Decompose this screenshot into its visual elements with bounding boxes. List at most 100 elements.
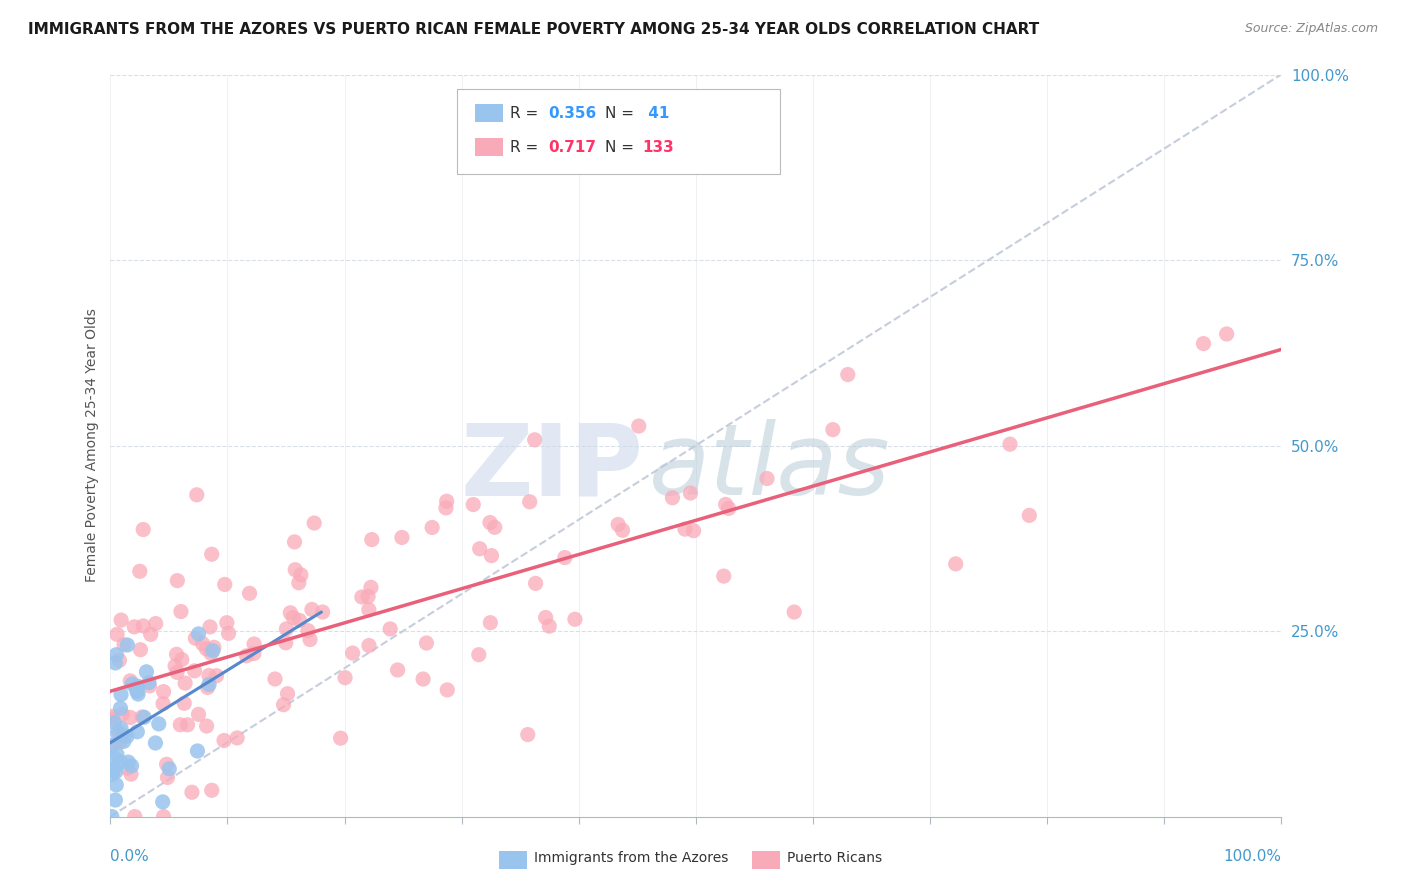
Point: [110, 722, 132, 736]
Point: [121, 759, 143, 773]
Point: [155, 757, 177, 772]
Point: [166, 648, 188, 662]
Point: [479, 516, 502, 530]
Point: [243, 647, 266, 661]
Point: [145, 616, 167, 631]
Point: [101, 712, 124, 726]
Point: [661, 491, 683, 505]
Point: [108, 653, 131, 667]
Point: [127, 687, 149, 701]
Point: [117, 761, 139, 775]
Point: [157, 762, 180, 776]
Point: [612, 524, 634, 538]
Point: [837, 368, 859, 382]
Point: [434, 500, 457, 515]
Point: [468, 648, 491, 662]
Point: [201, 644, 224, 658]
Point: [152, 809, 174, 823]
Point: [276, 687, 298, 701]
Point: [127, 724, 149, 739]
Point: [166, 574, 188, 588]
Point: [105, 648, 128, 662]
Point: [205, 669, 228, 683]
Point: [132, 523, 155, 537]
Point: [148, 717, 170, 731]
Point: [412, 672, 434, 686]
Point: [110, 688, 132, 702]
Point: [538, 619, 561, 633]
Point: [627, 419, 650, 434]
Point: [284, 563, 307, 577]
Point: [184, 631, 207, 645]
Point: [290, 567, 312, 582]
Point: [201, 783, 224, 797]
Text: atlas: atlas: [650, 419, 890, 516]
Point: [198, 668, 221, 682]
Point: [197, 681, 219, 695]
Point: [679, 486, 702, 500]
Point: [112, 729, 135, 743]
Point: [329, 731, 352, 746]
Point: [214, 577, 236, 591]
Text: 0.0%: 0.0%: [111, 849, 149, 864]
Point: [357, 603, 380, 617]
Point: [226, 731, 249, 745]
Point: [134, 710, 156, 724]
Point: [115, 730, 138, 744]
Point: [357, 639, 380, 653]
Point: [1215, 326, 1237, 341]
Point: [152, 697, 174, 711]
Point: [186, 744, 208, 758]
Point: [117, 755, 139, 769]
Point: [278, 606, 301, 620]
Point: [202, 640, 225, 655]
Point: [128, 564, 150, 578]
Point: [139, 627, 162, 641]
Point: [436, 494, 458, 508]
Point: [105, 627, 128, 641]
Text: N =: N =: [605, 106, 638, 120]
Point: [152, 795, 174, 809]
Point: [176, 718, 198, 732]
Point: [187, 627, 209, 641]
Point: [682, 524, 704, 538]
Point: [479, 615, 502, 630]
Point: [124, 809, 146, 823]
Point: [191, 637, 214, 651]
Point: [484, 520, 506, 534]
Point: [350, 590, 373, 604]
Point: [415, 636, 437, 650]
Point: [481, 549, 503, 563]
Point: [198, 620, 221, 634]
Point: [198, 677, 221, 691]
Point: [103, 762, 125, 776]
Point: [135, 665, 157, 679]
Point: [112, 734, 135, 748]
Point: [534, 610, 557, 624]
Point: [519, 495, 541, 509]
Point: [357, 590, 380, 604]
Point: [276, 622, 298, 636]
Point: [783, 605, 806, 619]
Point: [212, 733, 235, 747]
Point: [299, 632, 322, 647]
Point: [436, 682, 458, 697]
Point: [288, 575, 311, 590]
Point: [302, 516, 325, 530]
Point: [391, 531, 413, 545]
Point: [342, 646, 364, 660]
Point: [717, 501, 740, 516]
Point: [713, 569, 735, 583]
Point: [127, 679, 149, 693]
Point: [311, 605, 333, 619]
Point: [554, 550, 576, 565]
Point: [112, 638, 135, 652]
Point: [945, 557, 967, 571]
Point: [152, 684, 174, 698]
Point: [101, 763, 124, 777]
Point: [524, 576, 547, 591]
Point: [110, 613, 132, 627]
Point: [360, 533, 382, 547]
Point: [132, 619, 155, 633]
Y-axis label: Female Poverty Among 25-34 Year Olds: Female Poverty Among 25-34 Year Olds: [86, 309, 100, 582]
